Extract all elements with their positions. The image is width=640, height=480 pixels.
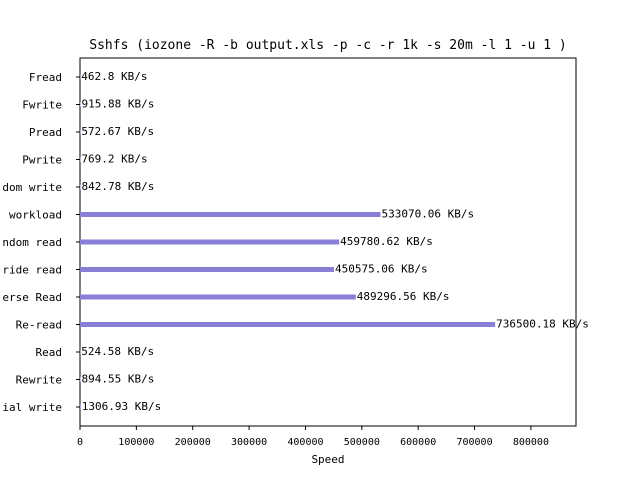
x-axis: 0 100000 200000 300000 400000 500000 600000 700… [77,426,549,448]
y-tick-label: Fread [29,71,62,84]
y-tick-label: workload [9,209,62,222]
data-label: 769.2 KB/s [81,153,147,166]
data-label: 736500.18 KB/s [496,318,589,331]
chart-title: Sshfs (iozone -R -b output.xls -p -c -r … [89,38,566,53]
bar [80,377,81,382]
y-tick-label: ial write [2,401,62,414]
y-tick-label: Pwrite [22,154,62,167]
data-label: 459780.62 KB/s [340,235,433,248]
bar [80,294,356,300]
data-label: 915.88 KB/s [82,98,155,111]
x-tick-label: 600000 [400,437,436,448]
bars-layer [80,74,496,410]
y-tick-label: dom write [2,181,62,194]
y-tick-label: Rewrite [16,374,62,387]
y-tick-label: Pread [29,126,62,139]
x-axis-title: Speed [311,453,344,466]
x-tick-label: 100000 [118,437,154,448]
bar [80,212,381,217]
data-label: 1306.93 KB/s [82,400,161,413]
x-tick-label: 700000 [456,437,492,448]
x-tick-label: 0 [77,437,83,448]
data-label: 842.78 KB/s [81,180,154,193]
y-tick-label: Read [36,346,63,359]
y-tick-label: Re-read [16,319,62,332]
data-label: 462.8 KB/s [81,70,147,83]
y-tick-label: ndom read [2,236,62,249]
x-tick-label: 300000 [231,437,267,448]
y-axis: Fread Fwrite Pread Pwrite dom write workload n… [2,71,80,414]
x-tick-label: 800000 [513,437,549,448]
data-label: 524.58 KB/s [81,345,154,358]
bar [80,404,81,410]
bar [80,102,81,107]
data-label: 489296.56 KB/s [357,290,450,303]
data-label: 894.55 KB/s [82,373,155,386]
value-labels: 462.8 KB/s 915.88 KB/s 572.67 KB/s 769.2 KB… [81,70,589,413]
y-tick-label: erse Read [2,291,62,304]
bar [80,322,496,327]
x-tick-label: 200000 [175,437,211,448]
bar [80,239,340,245]
x-tick-label: 500000 [344,437,380,448]
data-label: 533070.06 KB/s [381,208,474,221]
data-label: 450575.06 KB/s [335,263,428,276]
y-tick-label: ride read [2,264,62,277]
data-label: 572.67 KB/s [81,125,154,138]
bar [80,267,334,272]
y-tick-label: Fwrite [22,99,62,112]
x-tick-label: 400000 [287,437,323,448]
